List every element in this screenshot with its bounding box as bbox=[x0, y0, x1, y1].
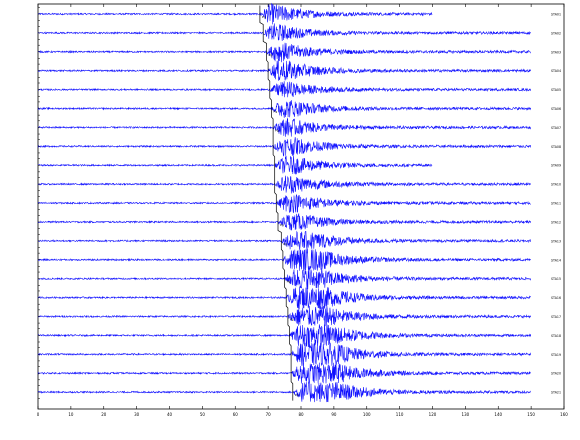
trace-STA11 bbox=[38, 194, 531, 214]
trace-group bbox=[37, 2, 531, 403]
x-tick-label: 60 bbox=[233, 412, 239, 417]
station-label: STA14 bbox=[551, 258, 561, 262]
pick-label: Pg bbox=[287, 280, 291, 284]
station-label: STA17 bbox=[551, 315, 561, 319]
station-label: STA21 bbox=[551, 391, 561, 395]
station-label: STA19 bbox=[551, 353, 561, 357]
station-label: STA13 bbox=[551, 239, 561, 243]
x-tick-label: 10 bbox=[68, 412, 74, 417]
trace-STA20 bbox=[37, 362, 531, 384]
station-label: STA10 bbox=[551, 183, 561, 187]
x-tick-label: 140 bbox=[494, 412, 502, 417]
trace-STA19 bbox=[37, 341, 531, 366]
station-label: STA18 bbox=[551, 334, 561, 338]
x-tick-label: 50 bbox=[200, 412, 206, 417]
trace-STA01 bbox=[37, 2, 433, 25]
pick-label: Pg bbox=[295, 393, 299, 397]
trace-STA04 bbox=[37, 59, 531, 81]
trace-STA18 bbox=[37, 324, 531, 348]
station-label: STA11 bbox=[551, 202, 561, 206]
trace-STA10 bbox=[37, 175, 531, 194]
p-arrival-pick-line bbox=[259, 5, 294, 401]
x-tick-label: 160 bbox=[560, 412, 568, 417]
x-tick-label: 100 bbox=[363, 412, 371, 417]
station-label: STA06 bbox=[551, 107, 561, 111]
station-label: STA12 bbox=[551, 220, 561, 224]
x-tick-label: 110 bbox=[396, 412, 404, 417]
station-label-group: STA01 Pg STA02 STA03 Pg STA04 STA05 STA06 Pg STA0… bbox=[262, 13, 561, 398]
trace-STA02 bbox=[37, 23, 531, 42]
pick-label: Pg bbox=[273, 110, 277, 114]
trace-STA12 bbox=[37, 213, 531, 231]
station-label: STA09 bbox=[551, 164, 561, 168]
y-axis-ticks bbox=[38, 7, 40, 399]
trace-STA16 bbox=[37, 286, 531, 310]
x-tick-label: 70 bbox=[266, 412, 272, 417]
trace-STA17 bbox=[37, 305, 531, 327]
trace-STA21 bbox=[37, 381, 531, 403]
x-tick-label: 80 bbox=[298, 412, 304, 417]
x-tick-label: 30 bbox=[134, 412, 140, 417]
x-tick-label: 0 bbox=[37, 412, 40, 417]
x-tick-label: 120 bbox=[429, 412, 437, 417]
station-label: STA05 bbox=[551, 88, 561, 92]
trace-STA06 bbox=[37, 100, 531, 118]
x-tick-label: 150 bbox=[527, 412, 535, 417]
station-label: STA08 bbox=[551, 145, 561, 149]
station-label: STA07 bbox=[551, 126, 561, 130]
pick-label: Pg bbox=[275, 128, 279, 132]
trace-STA08 bbox=[37, 137, 531, 157]
x-tick-label: 20 bbox=[101, 412, 107, 417]
pick-group bbox=[259, 5, 294, 401]
x-tick-label: 130 bbox=[462, 412, 470, 417]
x-axis: 0 10 20 30 40 50 60 70 80 90 100 110 120 130 140 150 160 bbox=[37, 4, 568, 417]
x-tick-label: 90 bbox=[331, 412, 337, 417]
station-label: STA03 bbox=[551, 50, 561, 54]
station-label: STA02 bbox=[551, 31, 561, 35]
station-label: STA20 bbox=[551, 372, 561, 376]
station-label: STA01 bbox=[551, 13, 561, 17]
pick-label: Pg bbox=[290, 317, 294, 321]
station-label: STA16 bbox=[551, 296, 561, 300]
trace-STA13 bbox=[37, 230, 531, 250]
trace-STA03 bbox=[38, 42, 531, 63]
trace-STA07 bbox=[37, 117, 531, 137]
trace-STA09 bbox=[37, 155, 433, 175]
pick-label: Pg bbox=[268, 53, 272, 57]
pick-label: Pg bbox=[280, 223, 284, 227]
pick-label: Pg bbox=[283, 242, 287, 246]
station-label: STA04 bbox=[551, 69, 561, 73]
trace-STA05 bbox=[38, 81, 531, 98]
station-label: STA15 bbox=[551, 277, 561, 281]
pick-label: Pg bbox=[262, 15, 266, 19]
trace-STA14 bbox=[37, 248, 531, 272]
x-tick-label: 40 bbox=[167, 412, 173, 417]
